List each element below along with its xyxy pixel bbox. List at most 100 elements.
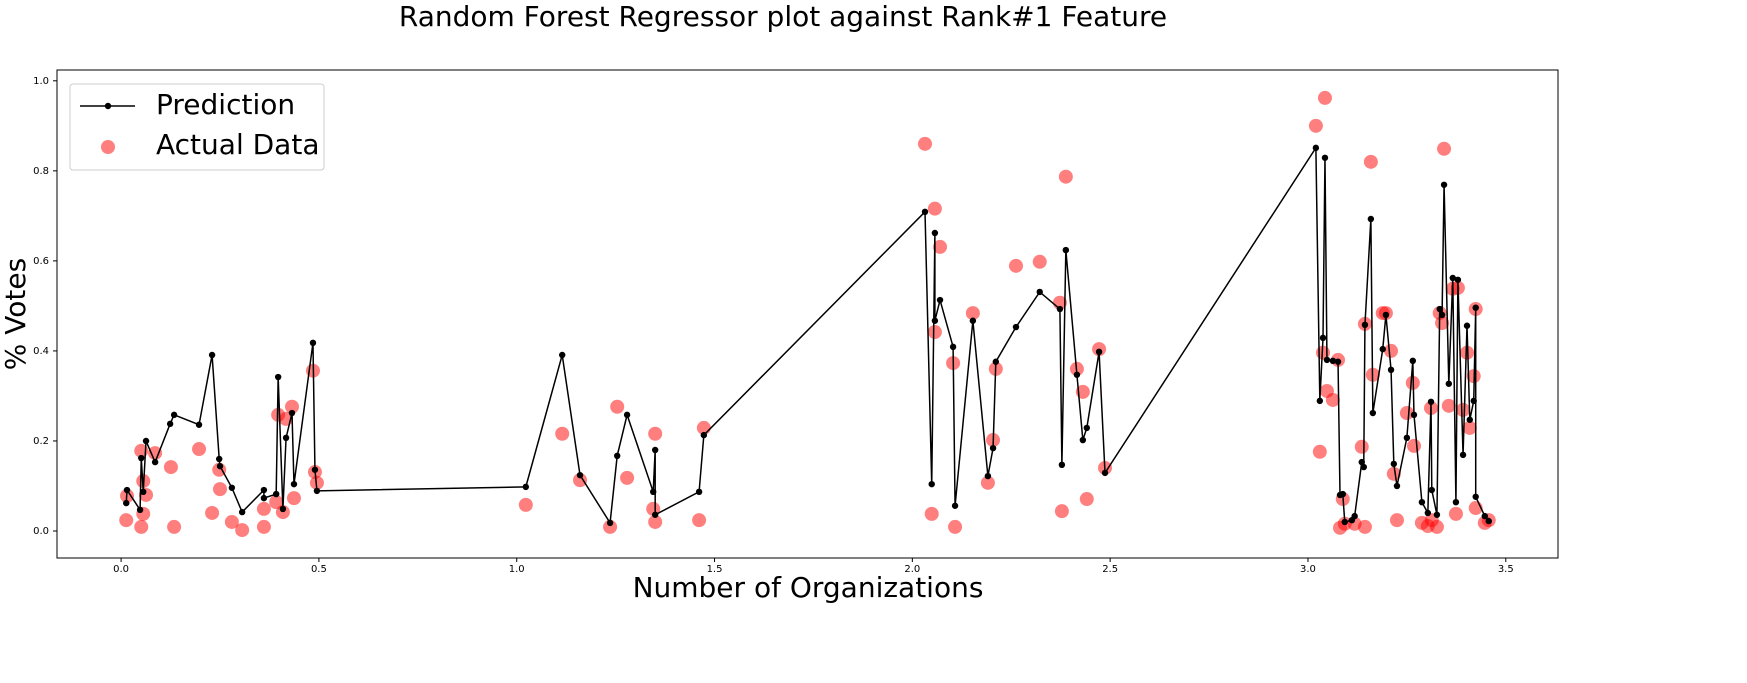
prediction-point <box>1409 357 1417 365</box>
actual-point <box>134 519 149 534</box>
actual-point <box>918 136 933 151</box>
prediction-point <box>142 437 150 445</box>
actual-point <box>518 497 533 512</box>
prediction-point <box>313 487 321 495</box>
prediction-point <box>1036 288 1043 296</box>
prediction-point <box>1410 411 1418 419</box>
actual-point <box>167 519 182 534</box>
actual-point <box>1456 402 1471 417</box>
x-tick-label: 0.0 <box>113 564 129 575</box>
prediction-point <box>606 519 614 527</box>
actual-point <box>1384 343 1399 358</box>
prediction-point <box>228 484 236 491</box>
prediction-point <box>559 351 566 359</box>
actual-point <box>648 514 663 529</box>
prediction-point <box>1445 380 1453 387</box>
legend-label: Prediction <box>156 88 295 121</box>
prediction-point <box>1427 398 1435 405</box>
prediction-point <box>931 229 939 237</box>
prediction-point <box>1449 274 1456 282</box>
prediction-point <box>623 411 631 419</box>
actual-point <box>148 446 163 461</box>
actual-point <box>1406 438 1421 453</box>
prediction-point <box>1472 493 1479 500</box>
actual-point <box>1054 504 1069 519</box>
actual-point <box>1079 492 1094 507</box>
prediction-point <box>1367 215 1375 223</box>
prediction-point <box>1323 356 1331 364</box>
prediction-point <box>311 466 319 473</box>
plot-marks <box>119 90 1496 538</box>
x-tick-label: 2.0 <box>904 564 920 575</box>
prediction-point <box>1358 458 1365 466</box>
prediction-point <box>1361 321 1369 329</box>
prediction-point <box>282 434 290 442</box>
legend-marker <box>101 140 115 154</box>
actual-point <box>1448 506 1463 521</box>
prediction-point <box>1438 311 1446 319</box>
prediction-point <box>274 373 282 381</box>
x-tick-label: 0.5 <box>311 564 327 575</box>
x-tick-label: 1.5 <box>707 564 723 575</box>
prediction-point <box>1466 416 1473 423</box>
actual-point <box>1354 439 1369 454</box>
actual-point <box>1363 154 1378 169</box>
prediction-point <box>123 486 131 494</box>
actual-point <box>933 239 948 254</box>
actual-point <box>192 442 207 457</box>
prediction-point <box>1334 358 1342 365</box>
actual-point <box>235 523 250 538</box>
prediction-point <box>951 502 959 509</box>
actual-point <box>965 306 980 321</box>
actual-point <box>927 325 942 340</box>
legend: Prediction Actual Data <box>69 83 325 171</box>
prediction-point <box>1056 305 1064 313</box>
x-axis-label: Number of Organizations <box>633 571 984 604</box>
prediction-point <box>216 462 224 470</box>
prediction-point <box>1058 461 1066 469</box>
prediction-point <box>1481 512 1489 520</box>
prediction-point <box>1379 345 1386 353</box>
prediction-point <box>136 506 144 514</box>
x-tick-label: 2.5 <box>1102 564 1118 575</box>
x-tick-label: 3.5 <box>1498 564 1514 575</box>
actual-point <box>119 513 134 528</box>
actual-point <box>1032 254 1047 269</box>
prediction-point <box>1387 366 1395 374</box>
prediction-point <box>1472 304 1479 311</box>
actual-point <box>1357 519 1372 534</box>
actual-point <box>1435 316 1450 331</box>
actual-point <box>1460 345 1475 360</box>
prediction-point <box>931 317 939 324</box>
plot-frame <box>56 69 1559 559</box>
prediction-point <box>208 351 216 359</box>
actual-point <box>1429 519 1444 534</box>
actual-point <box>573 473 588 488</box>
prediction-point <box>651 446 659 454</box>
actual-point <box>1312 444 1327 459</box>
prediction-point <box>151 458 159 466</box>
prediction-point <box>969 317 977 324</box>
actual-point <box>648 426 663 441</box>
prediction-point <box>170 411 178 419</box>
actual-point <box>1437 141 1452 156</box>
actual-point <box>1389 513 1404 528</box>
actual-point <box>256 519 271 534</box>
y-tick-label: 1.0 <box>33 76 49 87</box>
prediction-point <box>1485 517 1492 525</box>
prediction-point <box>700 431 708 439</box>
prediction-point <box>1073 371 1081 378</box>
actual-point <box>980 475 995 490</box>
actual-point <box>692 513 707 528</box>
actual-point <box>1441 398 1456 413</box>
prediction-point <box>614 452 621 460</box>
prediction-point <box>1319 334 1327 342</box>
actual-point <box>620 470 635 485</box>
actual-point <box>163 460 178 475</box>
actual-point <box>286 491 301 506</box>
prediction-point <box>195 421 203 428</box>
prediction-point <box>166 420 174 428</box>
prediction-point <box>921 208 929 216</box>
actual-point <box>285 399 300 414</box>
